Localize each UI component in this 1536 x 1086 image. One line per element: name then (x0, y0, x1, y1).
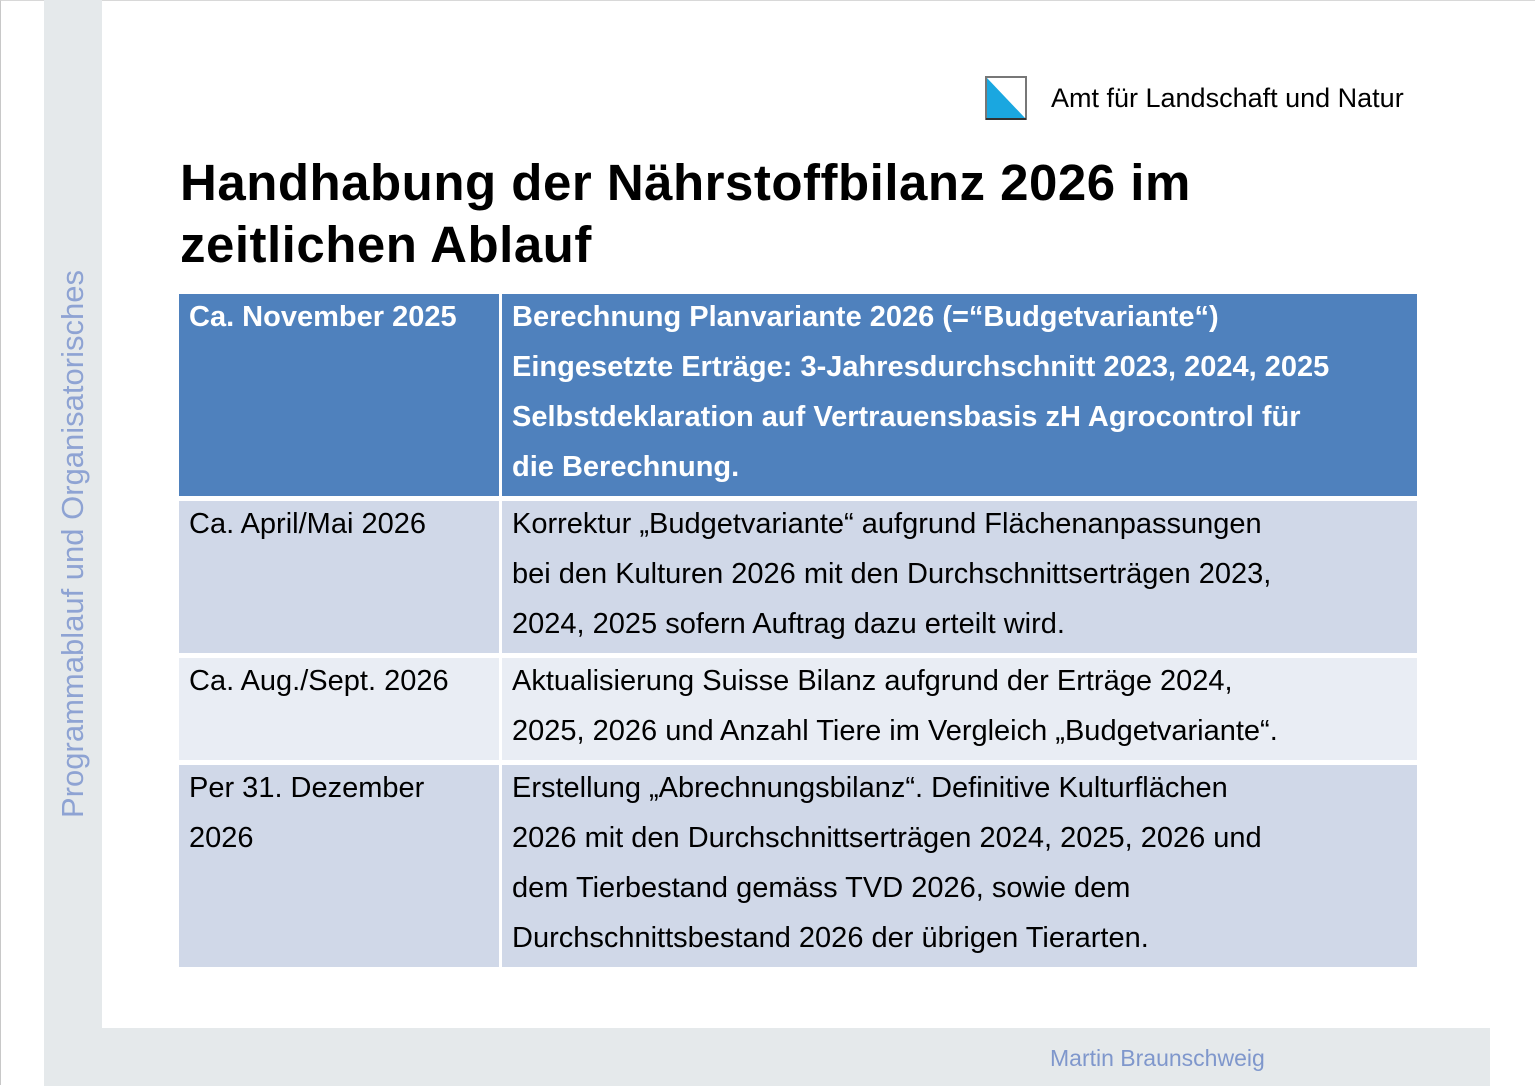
description-cell: Korrektur „Budgetvariante“ aufgrund Fläc… (502, 501, 1417, 653)
cell-line: bei den Kulturen 2026 mit den Durchschni… (512, 558, 1272, 590)
cell-line: 2026 (189, 822, 254, 854)
cell-line: Eingesetzte Erträge: 3-Jahresdurchschnit… (512, 351, 1330, 383)
cell-line: Ca. November 2025 (189, 301, 457, 333)
cell-content: Ca. Aug./Sept. 2026 (189, 656, 489, 706)
cell-line: 2024, 2025 sofern Auftrag dazu erteilt w… (512, 608, 1065, 640)
author: Martin Braunschweig (1050, 1045, 1265, 1071)
cell-content: Erstellung „Abrechnungsbilanz“. Definiti… (512, 763, 1407, 963)
description-cell: Berechnung Planvariante 2026 (=“Budgetva… (502, 294, 1417, 496)
page-title: Handhabung der Nährstoffbilanz 2026 im z… (180, 152, 1191, 276)
table-row: Ca. Aug./Sept. 2026 Aktualisierung Suisse… (179, 658, 1417, 760)
cell-content: Ca. April/Mai 2026 (189, 499, 489, 549)
zurich-logo-icon (985, 76, 1027, 120)
cell-content: Per 31. Dezember 2026 (189, 763, 489, 863)
cell-content: Aktualisierung Suisse Bilanz aufgrund de… (512, 656, 1407, 756)
side-label: Programmablauf und Organisatorisches (55, 270, 90, 818)
table-row: Per 31. Dezember 2026 Erstellung „Abrechnu… (179, 765, 1417, 967)
date-cell: Ca. November 2025 (179, 294, 499, 496)
date-cell: Ca. Aug./Sept. 2026 (179, 658, 499, 760)
cell-line: Durchschnittsbestand 2026 der übrigen Ti… (512, 922, 1149, 954)
cell-line: 2026 mit den Durchschnittserträgen 2024,… (512, 822, 1262, 854)
date-cell: Ca. April/Mai 2026 (179, 501, 499, 653)
cell-line: Per 31. Dezember (189, 772, 425, 804)
cell-line: Selbstdeklaration auf Vertrauensbasis zH… (512, 401, 1301, 433)
footer-band (44, 1028, 1490, 1086)
cell-line: Korrektur „Budgetvariante“ aufgrund Fläc… (512, 508, 1262, 540)
cell-line: Ca. Aug./Sept. 2026 (189, 665, 449, 697)
title-line: zeitlichen Ablauf (180, 216, 592, 273)
organization-name: Amt für Landschaft und Natur (1051, 83, 1404, 113)
cell-line: dem Tierbestand gemäss TVD 2026, sowie d… (512, 872, 1131, 904)
cell-content: Berechnung Planvariante 2026 (=“Budgetva… (512, 292, 1407, 492)
cell-line: die Berechnung. (512, 451, 740, 483)
cell-line: Ca. April/Mai 2026 (189, 508, 426, 540)
title-line: Handhabung der Nährstoffbilanz 2026 im (180, 154, 1191, 211)
cell-line: Erstellung „Abrechnungsbilanz“. Definiti… (512, 772, 1228, 804)
cell-content: Ca. November 2025 (189, 292, 489, 342)
cell-line: 2025, 2026 und Anzahl Tiere im Vergleich… (512, 715, 1278, 747)
date-cell: Per 31. Dezember 2026 (179, 765, 499, 967)
description-cell: Erstellung „Abrechnungsbilanz“. Definiti… (502, 765, 1417, 967)
table-row: Ca. April/Mai 2026 Korrektur „Budgetvaria… (179, 501, 1417, 653)
timeline-table: Ca. November 2025 Berechnung Planvariante… (179, 294, 1417, 972)
cell-content: Korrektur „Budgetvariante“ aufgrund Fläc… (512, 499, 1407, 649)
description-cell: Aktualisierung Suisse Bilanz aufgrund de… (502, 658, 1417, 760)
table-row: Ca. November 2025 Berechnung Planvariante… (179, 294, 1417, 496)
cell-line: Aktualisierung Suisse Bilanz aufgrund de… (512, 665, 1233, 697)
cell-line: Berechnung Planvariante 2026 (=“Budgetva… (512, 301, 1219, 333)
side-band (44, 0, 102, 1086)
